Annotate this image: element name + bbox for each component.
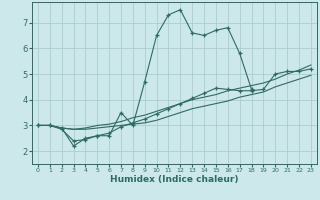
X-axis label: Humidex (Indice chaleur): Humidex (Indice chaleur) [110, 175, 239, 184]
